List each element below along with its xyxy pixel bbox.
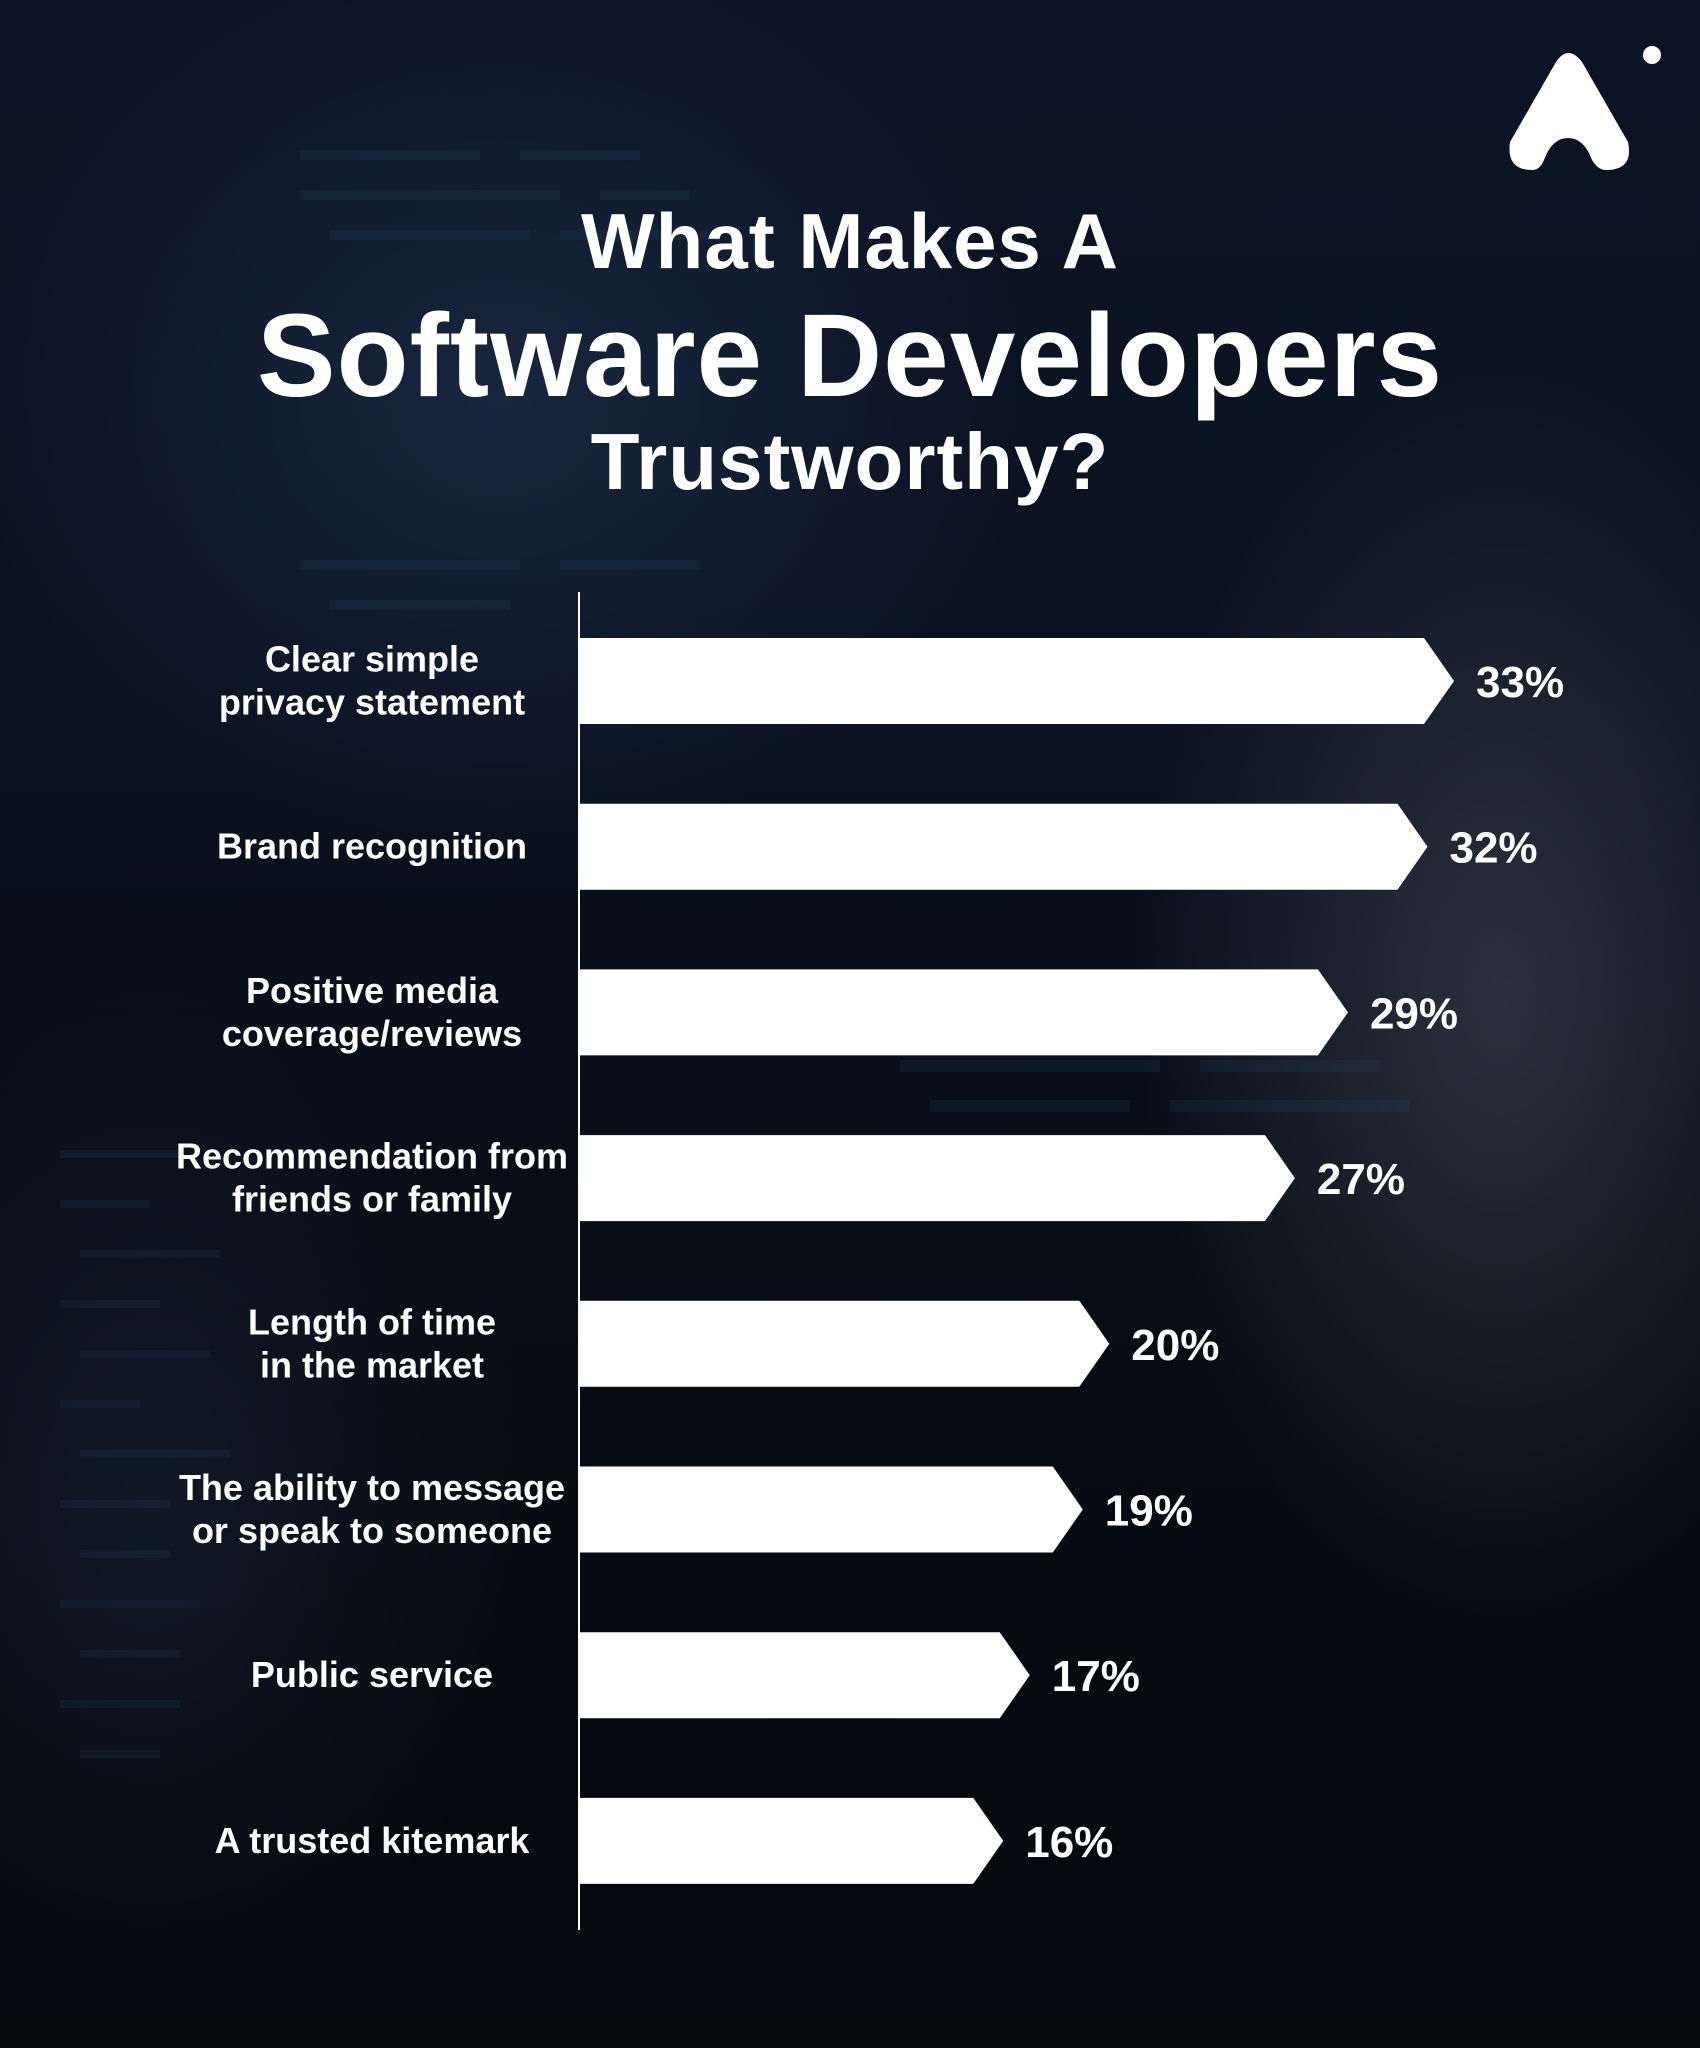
bar-6 bbox=[579, 1466, 1083, 1553]
value-label-5: 20% bbox=[1131, 1321, 1219, 1370]
category-label-2: Brand recognition bbox=[217, 826, 527, 867]
value-label-8: 16% bbox=[1025, 1818, 1113, 1867]
category-label-line: Clear simple bbox=[265, 639, 479, 680]
bar-7 bbox=[579, 1632, 1030, 1719]
brand-logo-icon bbox=[1509, 46, 1661, 170]
bar-8 bbox=[579, 1797, 1004, 1884]
category-label-line: The ability to message bbox=[179, 1467, 565, 1508]
category-label-5: Length of time in the market bbox=[248, 1301, 496, 1385]
value-label-1: 33% bbox=[1476, 658, 1564, 707]
bar-5 bbox=[579, 1300, 1110, 1387]
category-label-line: friends or family bbox=[232, 1179, 512, 1220]
value-label-6: 19% bbox=[1105, 1487, 1193, 1536]
category-label-4: Recommendation from friends or family bbox=[176, 1136, 568, 1220]
category-label-3: Positive media coverage/reviews bbox=[222, 970, 522, 1054]
value-label-2: 32% bbox=[1449, 824, 1537, 873]
category-label-line: coverage/reviews bbox=[222, 1013, 522, 1054]
category-label-line: or speak to someone bbox=[192, 1510, 552, 1551]
category-label-line: Recommendation from bbox=[176, 1136, 568, 1177]
category-label-line: in the market bbox=[260, 1344, 484, 1385]
category-label-6: The ability to message or speak to someon… bbox=[179, 1467, 565, 1551]
title-line-1: What Makes A bbox=[581, 197, 1119, 285]
category-label-8: A trusted kitemark bbox=[215, 1820, 531, 1861]
category-label-line: Length of time bbox=[248, 1301, 496, 1342]
category-label-line: Positive media bbox=[246, 970, 499, 1011]
bar-2 bbox=[579, 803, 1428, 890]
value-label-3: 29% bbox=[1370, 989, 1458, 1038]
value-label-4: 27% bbox=[1317, 1155, 1405, 1204]
bar-3 bbox=[579, 969, 1348, 1056]
category-label-1: Clear simple privacy statement bbox=[219, 639, 525, 723]
category-label-line: A trusted kitemark bbox=[215, 1820, 531, 1861]
category-label-7: Public service bbox=[251, 1654, 493, 1695]
title-line-2: Software Developers bbox=[256, 290, 1444, 422]
category-label-line: Public service bbox=[251, 1654, 493, 1695]
value-label-7: 17% bbox=[1052, 1652, 1140, 1701]
title-line-3: Trustworthy? bbox=[590, 417, 1110, 506]
category-label-line: privacy statement bbox=[219, 682, 525, 723]
bar-1 bbox=[579, 638, 1454, 724]
bar-4 bbox=[579, 1135, 1295, 1222]
category-label-line: Brand recognition bbox=[217, 826, 527, 867]
